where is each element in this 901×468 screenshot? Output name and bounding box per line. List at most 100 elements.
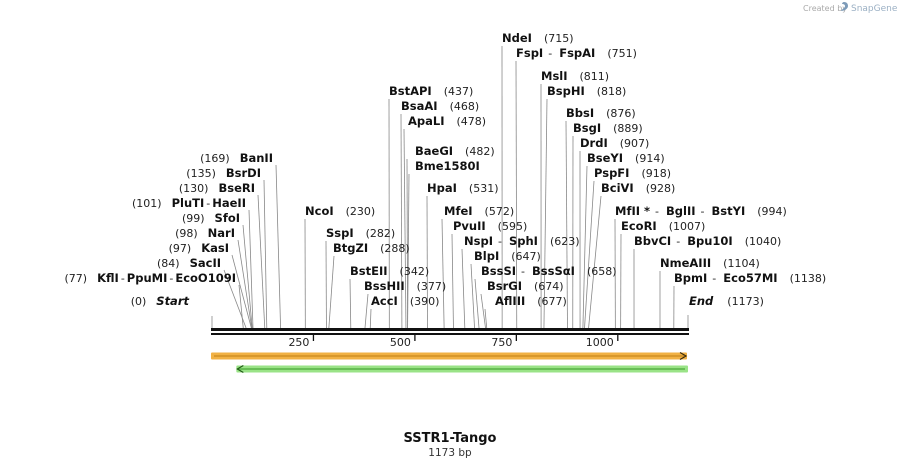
- site-bstapi[interactable]: BstAPI (437): [389, 84, 473, 98]
- site-separator: -: [498, 235, 502, 248]
- site-kfli[interactable]: (77) KflI - PpuMI - EcoO109I: [65, 271, 237, 285]
- site-leader: [400, 113, 403, 329]
- site-bcivi[interactable]: BciVI (928): [601, 181, 675, 195]
- site-position: (818): [597, 85, 627, 98]
- site-baegi[interactable]: BaeGI (482): [415, 144, 495, 158]
- site-position: (288): [380, 242, 410, 255]
- site-position: (84): [157, 257, 180, 270]
- site-name: BaeGI: [415, 144, 453, 158]
- sequence-backbone: [211, 328, 689, 335]
- site-leader: [403, 128, 407, 329]
- site-leader: [248, 209, 254, 329]
- site-position: (677): [537, 295, 567, 308]
- site-name: SspI: [326, 226, 354, 240]
- site-acci[interactable]: AccI (390): [371, 294, 439, 308]
- site-leader: [407, 173, 410, 329]
- site-leader: [484, 308, 488, 329]
- site-fspi[interactable]: FspI - FspAI (751): [516, 46, 637, 60]
- site-position: (135): [186, 167, 216, 180]
- site-name: Start: [156, 294, 189, 308]
- site-bpmi[interactable]: BpmI - Eco57MI (1138): [674, 271, 826, 285]
- site-bbvci[interactable]: BbvCI - Bpu10I (1040): [634, 234, 781, 248]
- site-mfii[interactable]: MfII * - BglII - BstYI (994): [615, 204, 787, 218]
- site-leader: [238, 284, 244, 329]
- site-afliii[interactable]: AflIII (677): [495, 294, 567, 308]
- site-name: BspHI: [547, 84, 585, 98]
- site-name: BbsI: [566, 106, 594, 120]
- site-bseyi[interactable]: BseYI (914): [587, 151, 665, 165]
- site-name: MslI: [541, 69, 568, 83]
- site-sfoi[interactable]: (99) SfoI: [182, 211, 240, 225]
- site-kasi[interactable]: (97) KasI: [169, 241, 229, 255]
- site-hpai[interactable]: HpaI (531): [427, 181, 499, 195]
- site-bsssi[interactable]: BssSI - BssSαI (658): [481, 264, 617, 278]
- site-msli[interactable]: MslI (811): [541, 69, 609, 83]
- site-sacii[interactable]: (84) SacII: [157, 256, 221, 270]
- site-name: Eco57MI: [723, 271, 777, 285]
- map-title: SSTR1-Tango: [403, 431, 496, 446]
- site-position: (914): [635, 152, 665, 165]
- site-name: BseYI: [587, 151, 623, 165]
- site-position: (342): [400, 265, 430, 278]
- site-btgzi[interactable]: BtgZI (288): [333, 241, 410, 255]
- site-name: BstYI: [712, 204, 746, 218]
- site-name: BsgI: [573, 121, 601, 135]
- site-sspi[interactable]: SspI (282): [326, 226, 395, 240]
- site-position: (77): [65, 272, 88, 285]
- site-bsrgi[interactable]: BsrGI (674): [487, 279, 564, 293]
- site-bsphi[interactable]: BspHI (818): [547, 84, 626, 98]
- site-bsgi[interactable]: BsgI (889): [573, 121, 643, 135]
- site-bme1580i[interactable]: Bme1580I: [415, 159, 480, 173]
- site-position: (282): [366, 227, 396, 240]
- site-name: PpuMI: [127, 271, 168, 285]
- site-separator: -: [655, 205, 659, 218]
- site-position: (377): [417, 280, 447, 293]
- site-mfei[interactable]: MfeI (572): [444, 204, 514, 218]
- site-position: (928): [646, 182, 676, 195]
- site-name: SacII: [190, 256, 221, 270]
- forward-arrow-icon: [679, 351, 688, 361]
- site-leader: [565, 120, 568, 329]
- site-pvuii[interactable]: PvuII (595): [453, 219, 527, 233]
- site-name: FspAI: [559, 46, 595, 60]
- site-position: (918): [641, 167, 671, 180]
- site-position: (751): [607, 47, 637, 60]
- site-name: KflI: [97, 271, 119, 285]
- site-leader: [237, 239, 253, 329]
- site-nspi[interactable]: NspI - SphI (623): [464, 234, 580, 248]
- site-nmeaiii[interactable]: NmeAIII (1104): [660, 256, 760, 270]
- site-name: BsrDI: [226, 166, 261, 180]
- site-position: (437): [444, 85, 474, 98]
- site-name: ApaLI: [408, 114, 445, 128]
- site-separator: -: [121, 272, 125, 285]
- site-position: (595): [498, 220, 528, 233]
- reverse-arrow-icon: [236, 364, 244, 374]
- site-bsrdi[interactable]: (135) BsrDI: [186, 166, 261, 180]
- credit-prefix: Created by: [803, 4, 847, 13]
- site-bsshii[interactable]: BssHII (377): [364, 279, 446, 293]
- site-banii[interactable]: (169) BanII: [200, 151, 273, 165]
- site-position: (572): [485, 205, 515, 218]
- site-blpi[interactable]: BlpI (647): [474, 249, 541, 263]
- site-end[interactable]: End (1173): [689, 294, 764, 308]
- site-apali[interactable]: ApaLI (478): [408, 114, 486, 128]
- site-name: MfII *: [615, 204, 650, 218]
- site-start[interactable]: (0) Start: [131, 294, 190, 308]
- site-bsaai[interactable]: BsaAI (468): [401, 99, 479, 113]
- site-leader: [349, 278, 352, 329]
- site-name: NspI: [464, 234, 493, 248]
- site-ndei[interactable]: NdeI (715): [502, 31, 574, 45]
- site-nari[interactable]: (98) NarI: [175, 226, 235, 240]
- site-drdi[interactable]: DrdI (907): [580, 136, 649, 150]
- site-separator: -: [701, 205, 705, 218]
- site-bseri[interactable]: (130) BseRI: [179, 181, 255, 195]
- site-bbsi[interactable]: BbsI (876): [566, 106, 636, 120]
- site-position: (647): [511, 250, 541, 263]
- site-ecori[interactable]: EcoRI (1007): [621, 219, 705, 233]
- backbone-bottom-strand: [211, 333, 689, 335]
- site-bsteii[interactable]: BstEII (342): [350, 264, 429, 278]
- site-pspfi[interactable]: PspFI (918): [594, 166, 671, 180]
- site-pluti[interactable]: (101) PluTI - HaeII: [132, 196, 246, 210]
- site-ncoi[interactable]: NcoI (230): [305, 204, 375, 218]
